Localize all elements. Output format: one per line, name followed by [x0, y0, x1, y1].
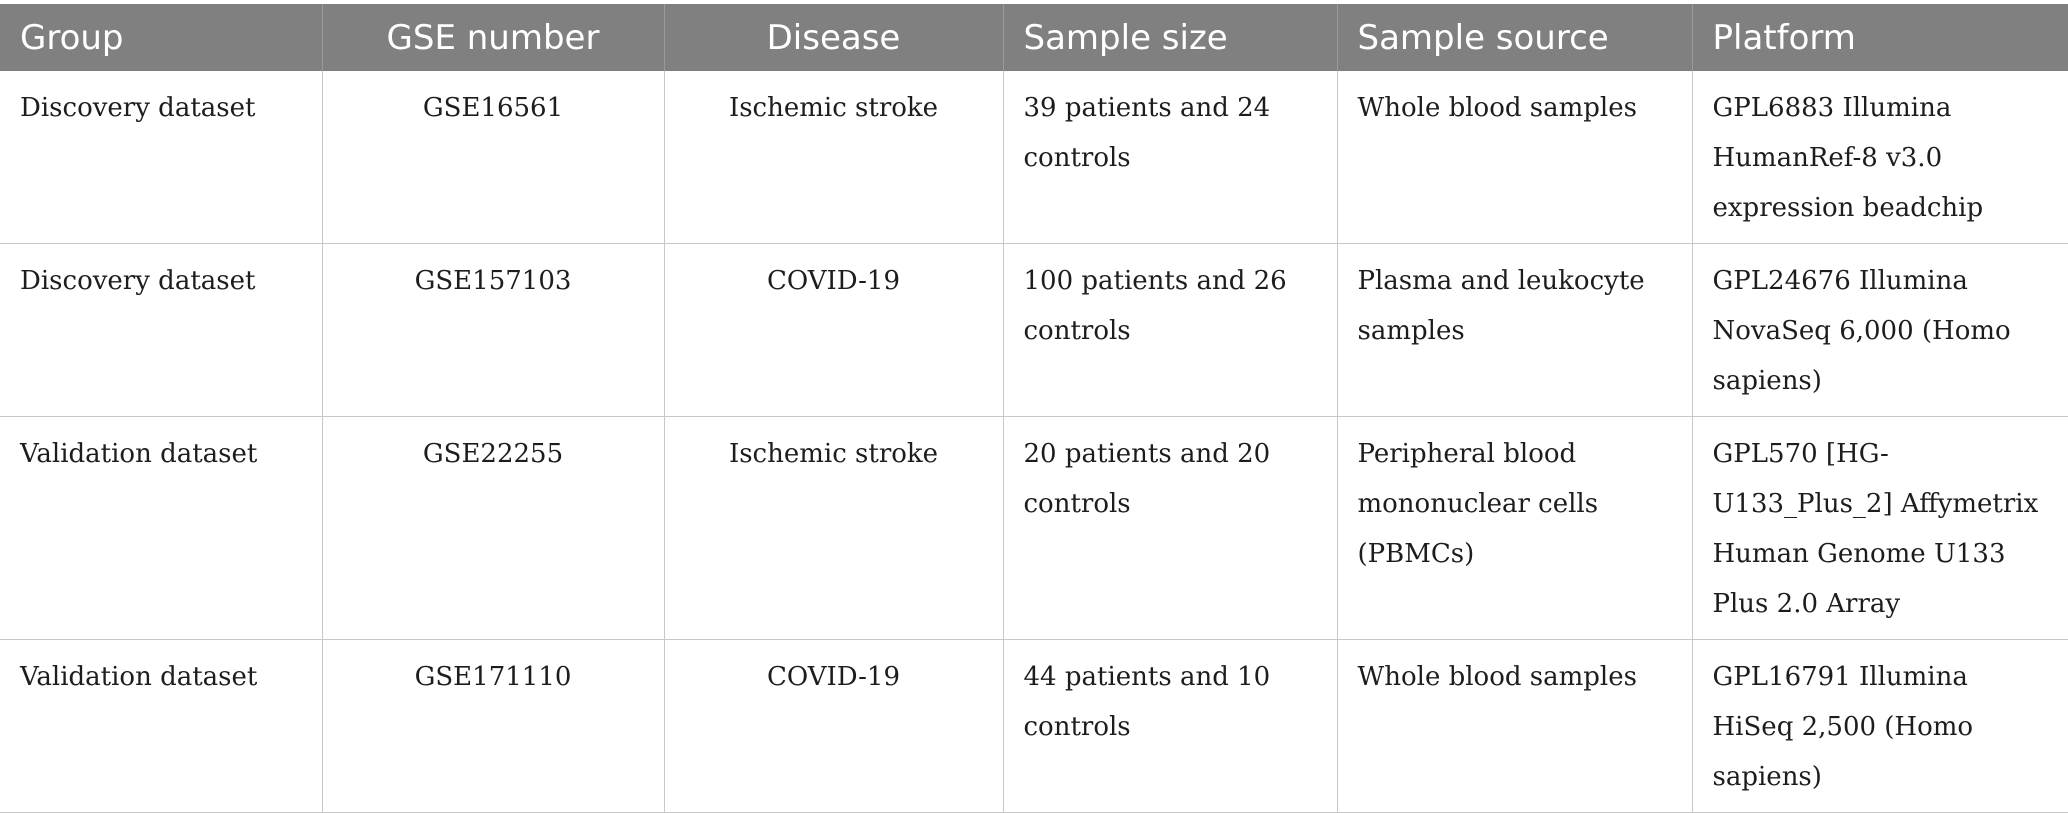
cell-platform: GPL24676 Illumina NovaSeq 6,000 (Homo sa…: [1691, 243, 2068, 417]
cell-platform: GPL6883 Illumina HumanRef-8 v3.0 express…: [1691, 71, 2068, 244]
table-header: Group GSE number Disease Sample size Sam…: [0, 4, 2068, 71]
header-row: Group GSE number Disease Sample size Sam…: [0, 4, 2068, 71]
cell-group: Validation dataset: [0, 416, 322, 640]
cell-sample-source: Whole blood samples: [1336, 639, 1692, 813]
cell-group: Discovery dataset: [0, 243, 322, 417]
cell-sample-source: Peripheral blood mononuclear cells (PBMC…: [1336, 416, 1692, 640]
cell-platform: GPL570 [HG-U133_Plus_2] Affymetrix Human…: [1691, 416, 2068, 640]
cell-platform: GPL16791 Illumina HiSeq 2,500 (Homo sapi…: [1691, 639, 2068, 813]
dataset-table: Group GSE number Disease Sample size Sam…: [0, 4, 2068, 813]
cell-disease: Ischemic stroke: [663, 416, 1003, 640]
cell-group: Validation dataset: [0, 639, 322, 813]
cell-sample-size: 44 patients and 10 controls: [1002, 639, 1337, 813]
cell-sample-size: 100 patients and 26 controls: [1002, 243, 1337, 417]
cell-gse-number: GSE157103: [321, 243, 664, 417]
cell-gse-number: GSE16561: [321, 71, 664, 244]
header-sample-source: Sample source: [1336, 4, 1692, 71]
table-row: Discovery dataset GSE16561 Ischemic stro…: [0, 71, 2068, 244]
header-gse-number: GSE number: [321, 4, 664, 71]
header-sample-size: Sample size: [1002, 4, 1337, 71]
table-row: Discovery dataset GSE157103 COVID-19 100…: [0, 243, 2068, 417]
cell-sample-size: 20 patients and 20 controls: [1002, 416, 1337, 640]
table-row: Validation dataset GSE171110 COVID-19 44…: [0, 639, 2068, 813]
cell-gse-number: GSE171110: [321, 639, 664, 813]
header-platform: Platform: [1691, 4, 2068, 71]
cell-sample-source: Whole blood samples: [1336, 71, 1692, 244]
dataset-table-container: Group GSE number Disease Sample size Sam…: [0, 4, 2068, 813]
cell-gse-number: GSE22255: [321, 416, 664, 640]
table-body: Discovery dataset GSE16561 Ischemic stro…: [0, 71, 2068, 813]
cell-disease: Ischemic stroke: [663, 71, 1003, 244]
cell-group: Discovery dataset: [0, 71, 322, 244]
header-disease: Disease: [663, 4, 1003, 71]
header-group: Group: [0, 4, 322, 71]
table-row: Validation dataset GSE22255 Ischemic str…: [0, 416, 2068, 640]
cell-sample-source: Plasma and leukocyte samples: [1336, 243, 1692, 417]
cell-disease: COVID-19: [663, 639, 1003, 813]
cell-disease: COVID-19: [663, 243, 1003, 417]
cell-sample-size: 39 patients and 24 controls: [1002, 71, 1337, 244]
